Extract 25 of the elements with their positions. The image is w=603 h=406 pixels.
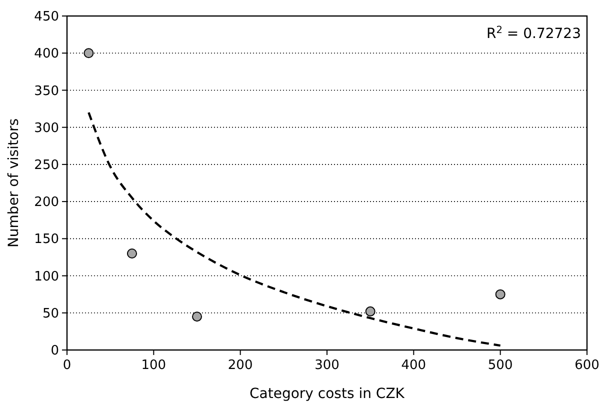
y-tick-label: 100 [34,269,59,284]
y-tick-label: 250 [34,158,59,173]
x-tick-label: 300 [314,358,340,373]
y-tick-label: 400 [34,46,59,62]
x-tick-label: 0 [62,358,72,373]
point [127,248,137,259]
x-axis-title: Category costs in CZK [250,386,406,402]
point [495,289,506,300]
y-tick-label: 300 [34,120,59,136]
point [84,48,94,58]
point [365,306,376,316]
y-tick-label: 0 [50,344,59,359]
y-tick-label: 200 [34,195,59,210]
y-tick-label: 350 [34,84,59,99]
y-tick-label: 450 [34,10,59,25]
x-tick-label: 200 [228,358,253,373]
x-tick-label: 500 [488,358,513,373]
annotation: R$^{2}$ = 0.72723 [486,24,581,42]
y-axis-title: Number of visitors [6,118,22,248]
y-tick-label: 150 [34,232,59,248]
x-tick-label: 100 [141,358,166,373]
x-tick-label: 400 [401,358,426,373]
point [192,312,202,322]
x-tick-label: 600 [574,358,600,373]
y-tick-label: 50 [42,306,59,322]
